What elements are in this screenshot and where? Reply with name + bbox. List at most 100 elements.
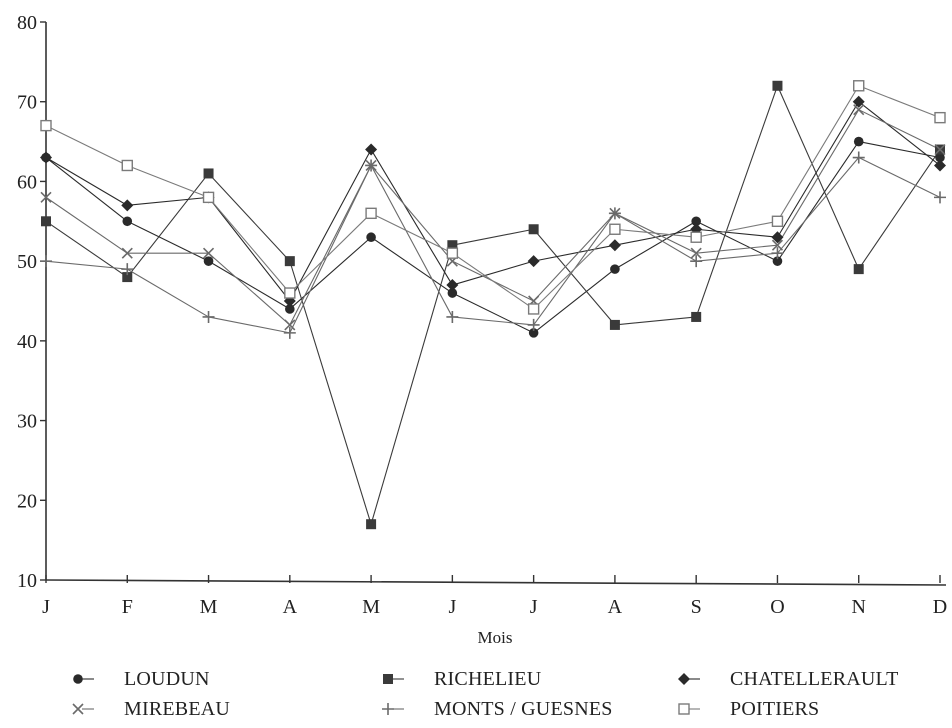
data-point-richelieu [41, 216, 51, 227]
y-tick-label: 60 [17, 171, 37, 193]
data-point-loudun [853, 136, 864, 147]
line-chart: 10 20 30 40 50 60 70 80 J F M A M J J A S O N D Mois [17, 12, 947, 647]
data-point-monts-guesnes [608, 207, 621, 220]
x-tick-label: O [770, 596, 784, 618]
x-tick-label: A [283, 596, 298, 618]
data-point-poitiers [771, 215, 784, 227]
data-point-chatellerault [40, 151, 52, 164]
data-point-poitiers [609, 223, 621, 235]
data-point-monts-guesnes [771, 247, 784, 260]
legend-marker-chatellerault [678, 673, 690, 685]
x-tick-label: J [530, 596, 538, 618]
legend-swatch-poitiers [678, 703, 700, 715]
data-point-loudun [772, 256, 783, 266]
legend-item-poitiers: POITIERS [666, 696, 819, 722]
data-point-mirebeau [121, 247, 133, 259]
legend-swatch-mirebeau [72, 703, 94, 715]
series-markers-richelieu [41, 80, 945, 530]
y-tick-label: 40 [17, 331, 37, 353]
y-tick-label: 50 [17, 251, 37, 273]
data-point-loudun [447, 288, 458, 298]
legend-marker-monts-guesnes [382, 703, 394, 715]
data-point-chatellerault [608, 239, 621, 252]
legend-label-mirebeau: MIREBEAU [124, 697, 231, 720]
x-tick-label: J [42, 596, 50, 618]
data-point-loudun [366, 232, 376, 243]
data-point-poitiers [365, 207, 377, 220]
x-tick-label: M [362, 596, 380, 618]
series-line-monts-guesnes [45, 156, 941, 334]
legend-item-loudun: LOUDUN [60, 666, 210, 692]
data-point-poitiers [446, 247, 459, 259]
data-point-chatellerault [852, 95, 865, 108]
x-tick-label: J [448, 596, 456, 618]
data-point-monts-guesnes [121, 263, 134, 276]
series-markers-monts-guesnes [40, 151, 946, 339]
data-point-monts-guesnes [852, 151, 865, 164]
data-point-mirebeau [202, 247, 215, 259]
data-point-richelieu [528, 224, 539, 235]
data-point-poitiers [284, 287, 296, 299]
data-point-loudun [203, 256, 214, 266]
data-point-poitiers [934, 111, 946, 124]
data-point-richelieu [284, 256, 295, 267]
data-point-loudun [610, 264, 620, 274]
x-axis-title: Mois [478, 628, 513, 647]
data-point-chatellerault [771, 231, 784, 244]
y-tick-label: 10 [17, 570, 37, 592]
data-point-richelieu [366, 519, 377, 530]
data-point-richelieu [691, 311, 702, 322]
data-point-poitiers [853, 80, 865, 92]
legend-swatch-loudun [73, 674, 94, 684]
data-point-chatellerault [934, 159, 946, 172]
legend-item-richelieu: RICHELIEU [370, 666, 541, 692]
y-tick-label: 80 [17, 12, 37, 34]
series-markers-mirebeau [40, 104, 946, 331]
series-line-chatellerault [45, 101, 941, 302]
data-point-monts-guesnes [365, 159, 378, 172]
legend-label-richelieu: RICHELIEU [434, 667, 542, 690]
data-point-monts-guesnes [40, 255, 52, 268]
x-tick-label: S [691, 596, 702, 618]
legend-marker-loudun [73, 674, 83, 684]
data-point-mirebeau [284, 319, 296, 331]
series-line-poitiers [45, 85, 941, 310]
legend-item-monts-guesnes: MONTS / GUESNES [370, 696, 613, 722]
data-point-chatellerault [527, 255, 540, 268]
y-tick-label: 70 [17, 92, 37, 114]
data-point-monts-guesnes [934, 191, 946, 204]
data-point-richelieu [853, 264, 864, 275]
x-tick-label: D [933, 596, 947, 618]
legend: LOUDUN RICHELIEU CHATELLERAULT MIREBEAU MONT… [60, 664, 940, 728]
data-point-poitiers [527, 303, 540, 315]
data-point-richelieu [609, 319, 620, 330]
data-point-chatellerault [121, 199, 134, 212]
data-point-monts-guesnes [283, 326, 296, 339]
data-point-chatellerault [365, 143, 378, 156]
legend-swatch-chatellerault [678, 673, 700, 685]
series-line-mirebeau [45, 109, 941, 326]
legend-label-monts-guesnes: MONTS / GUESNES [434, 697, 613, 720]
legend-swatch-monts-guesnes [382, 703, 404, 715]
legend-item-chatellerault: CHATELLERAULT [666, 666, 899, 692]
data-point-loudun [122, 216, 133, 227]
legend-label-loudun: LOUDUN [124, 667, 210, 690]
legend-swatch-richelieu [383, 674, 404, 684]
data-point-mirebeau [690, 247, 702, 259]
data-point-mirebeau [853, 104, 865, 116]
data-point-loudun [528, 328, 539, 338]
legend-marker-richelieu [383, 674, 393, 684]
data-point-mirebeau [771, 239, 784, 251]
series-lines [45, 85, 941, 525]
data-point-poitiers [121, 159, 133, 172]
data-point-monts-guesnes [446, 310, 459, 323]
y-tick-label: 30 [17, 411, 37, 433]
data-point-monts-guesnes [527, 318, 540, 331]
data-point-richelieu [203, 168, 214, 179]
data-point-poitiers [40, 119, 52, 132]
data-point-richelieu [122, 272, 133, 283]
data-point-mirebeau [40, 191, 52, 203]
data-point-chatellerault [446, 279, 459, 292]
legend-label-poitiers: POITIERS [730, 697, 820, 720]
legend-item-mirebeau: MIREBEAU [60, 696, 230, 722]
